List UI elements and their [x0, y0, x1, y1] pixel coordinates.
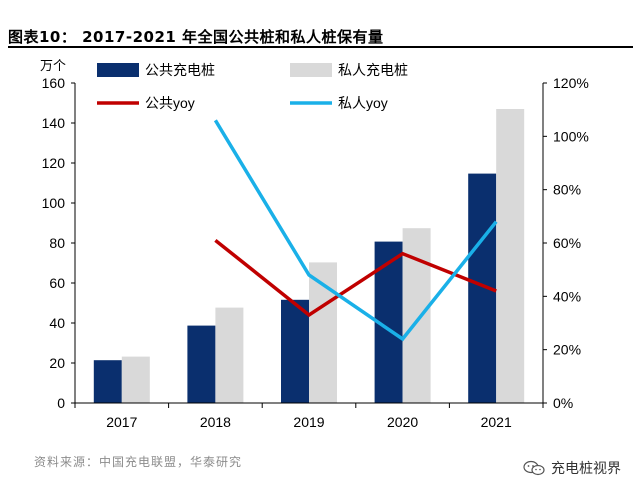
x-tick-label: 2021	[481, 414, 512, 430]
y2-tick-label: 20%	[553, 342, 581, 358]
watermark: 充电桩视界	[523, 458, 621, 478]
x-tick-label: 2020	[387, 414, 418, 430]
y2-tick-label: 40%	[553, 288, 581, 304]
bar-public	[187, 325, 216, 403]
figure-title: 图表10： 2017-2021 年全国公共桩和私人桩保有量	[8, 28, 384, 46]
source-note: 资料来源：中国充电联盟，华泰研究	[34, 455, 243, 469]
y-tick-label: 120	[42, 155, 66, 171]
legend-label: 公共充电桩	[145, 62, 215, 78]
axes: 0 20 40 60 80 100 120 140 160 万个 0% 20% 40% 60% 80% 100…	[40, 58, 589, 430]
plot-area	[93, 109, 525, 403]
y2-tick-label: 60%	[553, 235, 581, 251]
legend-swatch	[97, 63, 139, 77]
bar-private	[496, 109, 525, 403]
y-tick-label: 20	[49, 355, 65, 371]
y-tick-label: 100	[42, 195, 66, 211]
title-divider	[8, 46, 633, 48]
y-tick-label: 80	[49, 235, 65, 251]
y2-tick-label: 80%	[553, 182, 581, 198]
bar-private	[121, 356, 150, 403]
legend-swatch	[290, 63, 332, 77]
line-series-private-yoy	[213, 119, 498, 342]
wechat-icon	[523, 460, 545, 476]
legend-label: 公共yoy	[145, 95, 195, 111]
bar-private	[215, 307, 244, 403]
y-tick-label: 160	[42, 75, 66, 91]
y2-tick-label: 120%	[553, 75, 589, 91]
x-tick-label: 2019	[293, 414, 324, 430]
x-tick-label: 2018	[200, 414, 231, 430]
y-tick-label: 140	[42, 115, 66, 131]
y-tick-label: 40	[49, 315, 65, 331]
bar-public	[93, 360, 122, 403]
y2-tick-label: 0%	[553, 395, 573, 411]
legend-label: 私人yoy	[338, 95, 388, 111]
y-unit-label: 万个	[40, 58, 66, 73]
line-series-public-yoy	[214, 238, 497, 318]
y-tick-label: 0	[57, 395, 65, 411]
x-tick-label: 2017	[106, 414, 137, 430]
bar-public	[281, 299, 309, 403]
y-tick-label: 60	[49, 275, 65, 291]
watermark-text: 充电桩视界	[551, 461, 621, 477]
y2-tick-label: 100%	[553, 128, 589, 144]
legend-label: 私人充电桩	[338, 62, 408, 78]
